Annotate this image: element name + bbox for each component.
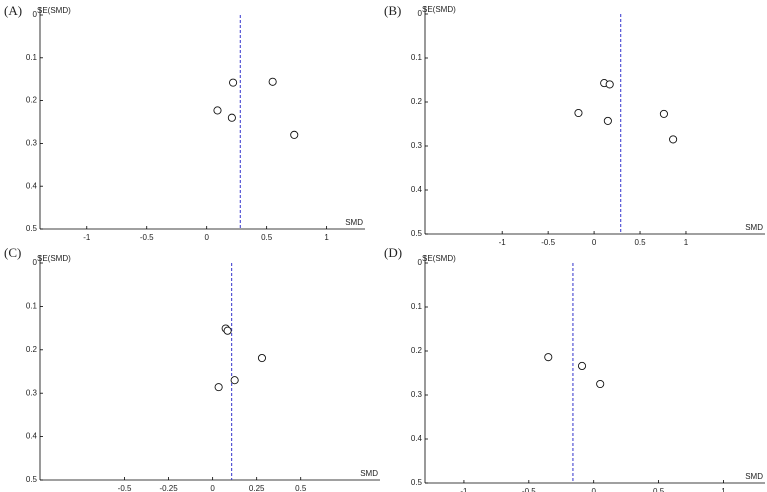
- y-tick-label: 0.2: [26, 96, 38, 105]
- point: [227, 113, 236, 122]
- y-tick-label: 0.2: [411, 346, 423, 355]
- point: [577, 361, 587, 371]
- point: [596, 379, 605, 389]
- y-tick-label: 0.3: [26, 388, 38, 397]
- y-tick-label: 0.1: [26, 302, 38, 311]
- panel-label: (B): [384, 3, 401, 18]
- x-tick-label: -1: [460, 487, 468, 492]
- y-tick-label: 0.1: [411, 302, 423, 311]
- point: [659, 109, 668, 118]
- point: [214, 383, 223, 392]
- y-tick-label: 0.4: [411, 434, 423, 443]
- y-tick-label: 0.5: [26, 224, 38, 233]
- point: [229, 78, 238, 87]
- point: [605, 80, 614, 89]
- x-tick-label: -0.5: [140, 233, 154, 242]
- point: [223, 326, 232, 335]
- y-tick-label: 0.5: [26, 475, 38, 484]
- point: [257, 353, 267, 363]
- x-tick-label: 1: [684, 238, 689, 247]
- y-tick-label: 0: [33, 10, 38, 19]
- point: [669, 135, 678, 144]
- y-tick-label: 0.5: [411, 478, 423, 487]
- y-tick-label: 0.1: [26, 53, 38, 62]
- y-tick-label: 0: [418, 9, 423, 18]
- x-tick-label: 1: [324, 233, 329, 242]
- point: [574, 108, 583, 118]
- point: [213, 106, 222, 115]
- point: [290, 130, 299, 139]
- x-axis-title: SMD: [360, 469, 378, 478]
- point: [603, 116, 612, 125]
- x-tick-label: -0.5: [541, 238, 555, 247]
- x-tick-label: 0: [204, 233, 209, 242]
- x-tick-label: 0: [592, 238, 597, 247]
- y-tick-label: 0.3: [411, 141, 423, 150]
- x-tick-label: -0.5: [118, 484, 132, 492]
- x-tick-label: -1: [499, 238, 507, 247]
- x-tick-label: -0.25: [159, 484, 178, 492]
- point: [268, 77, 277, 86]
- panel-label: (A): [4, 3, 22, 18]
- y-tick-label: 0.3: [411, 390, 423, 399]
- y-axis-title: SE(SMD): [37, 254, 71, 263]
- point: [230, 376, 239, 385]
- x-axis-title: SMD: [745, 472, 763, 481]
- y-axis-title: SE(SMD): [37, 6, 71, 15]
- x-axis-title: SMD: [345, 218, 363, 227]
- panel-label: (D): [384, 245, 402, 260]
- x-tick-label: 0: [591, 487, 596, 492]
- y-tick-label: 0.3: [26, 139, 38, 148]
- x-tick-label: 0.25: [249, 484, 265, 492]
- y-tick-label: 0.1: [411, 53, 423, 62]
- y-tick-label: 0.2: [26, 345, 38, 354]
- x-tick-label: 0: [210, 484, 215, 492]
- y-axis-title: SE(SMD): [422, 254, 456, 263]
- x-tick-label: -1: [83, 233, 91, 242]
- x-tick-label: 0.5: [634, 238, 646, 247]
- y-tick-label: 0.4: [26, 181, 38, 190]
- y-tick-label: 0.4: [411, 185, 423, 194]
- y-tick-label: 0.4: [26, 432, 38, 441]
- x-tick-label: 0.5: [653, 487, 665, 492]
- y-tick-label: 0.5: [411, 229, 423, 238]
- y-tick-label: 0: [33, 258, 38, 267]
- panel-label: (C): [4, 245, 21, 260]
- y-axis-title: SE(SMD): [422, 5, 456, 14]
- point: [544, 353, 553, 362]
- x-tick-label: 0.5: [261, 233, 273, 242]
- x-axis-title: SMD: [745, 223, 763, 232]
- y-tick-label: 0.2: [411, 97, 423, 106]
- y-tick-label: 0: [418, 258, 423, 267]
- x-tick-label: -0.5: [522, 487, 536, 492]
- x-tick-label: 1: [721, 487, 726, 492]
- x-tick-label: 0.5: [295, 484, 307, 492]
